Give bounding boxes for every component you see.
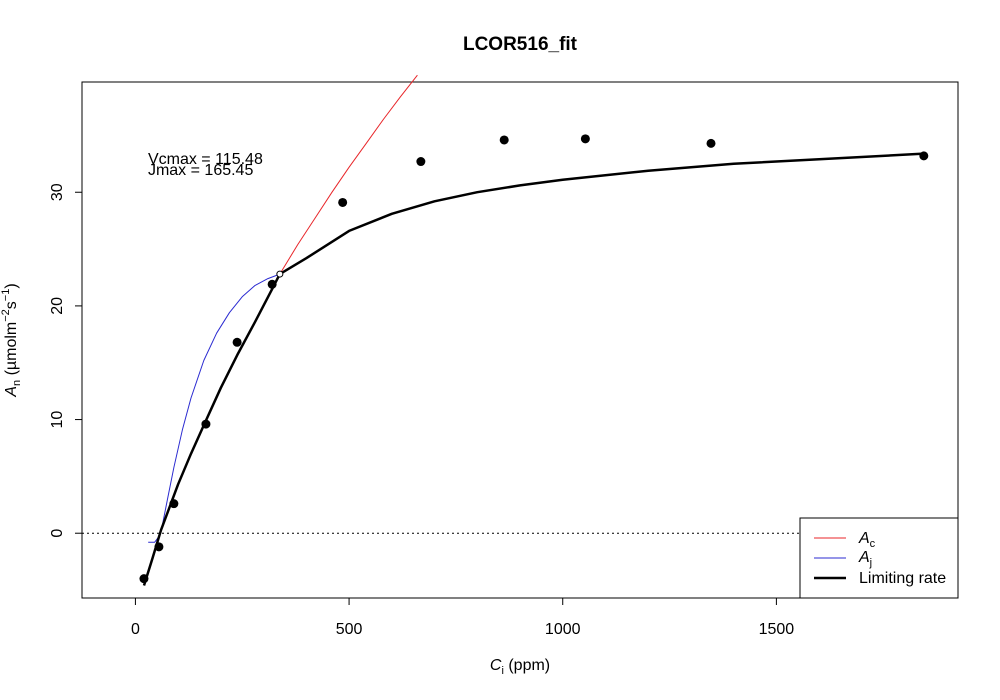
y-tick-label: 10 [49, 411, 66, 429]
transition-point [276, 270, 284, 278]
data-point [580, 134, 590, 144]
annotation-text: Jmax = 165.45 [148, 162, 254, 179]
annotation-text: Vcmax = 115.48 [148, 151, 263, 168]
y-axis-label-symbol: A [3, 386, 20, 398]
y-axis-label: An (µmolm−2s−1) [0, 283, 23, 397]
y-axis-label-exp2: −1 [0, 289, 12, 302]
y-axis-label-unit-pre: (µmolm [3, 322, 20, 380]
y-axis-label-exp1: −2 [0, 309, 12, 322]
y-axis-label-unit-post: ) [3, 283, 20, 288]
legend: Ac Aj Limiting rate [799, 517, 959, 599]
y-tick-label: 20 [49, 297, 66, 315]
y-axis: 0 10 20 30 [49, 183, 82, 538]
data-point [169, 499, 179, 509]
data-point [139, 574, 149, 584]
x-tick-label: 1500 [759, 621, 795, 638]
data-point [338, 197, 348, 207]
x-axis-label-sub: i [501, 665, 503, 677]
data-point [499, 135, 509, 145]
legend-label-limiting: Limiting rate [859, 570, 946, 587]
x-axis-label-unit: (ppm) [504, 657, 550, 674]
curve-ac [279, 74, 418, 275]
chart-title: LCOR516_fit [463, 34, 578, 55]
data-point [232, 337, 242, 347]
data-point [416, 157, 426, 167]
y-axis-label-sub: n [11, 380, 23, 386]
x-tick-label: 500 [336, 621, 363, 638]
y-tick-label: 0 [49, 529, 66, 538]
legend-label-ac: Ac [858, 530, 876, 550]
data-point [706, 138, 716, 148]
data-point [201, 419, 211, 429]
x-axis-label: Ci (ppm) [490, 657, 550, 677]
legend-label-aj: Aj [858, 549, 872, 569]
x-axis-label-symbol: C [490, 657, 502, 674]
data-point [267, 279, 277, 289]
x-tick-label: 0 [131, 621, 140, 638]
y-tick-label: 30 [49, 183, 66, 201]
observed-points [139, 134, 929, 584]
data-point [154, 542, 164, 552]
y-axis-label-unit-mid: s [3, 301, 20, 309]
data-point [919, 151, 929, 161]
x-axis: 0 500 1000 1500 [131, 597, 795, 638]
x-tick-label: 1000 [545, 621, 581, 638]
